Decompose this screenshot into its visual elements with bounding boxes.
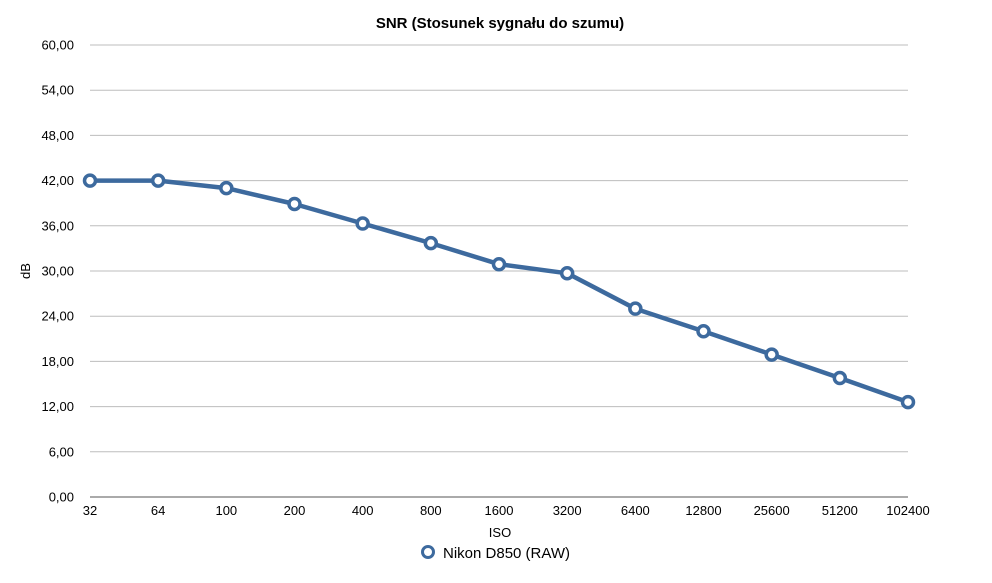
legend-label: Nikon D850 (RAW) [443,545,570,562]
y-tick-label: 42,00 [41,173,74,188]
x-tick-label: 1600 [485,503,514,518]
data-point [832,370,848,386]
x-tick-label: 3200 [553,503,582,518]
x-tick-labels: 32 64 100 200 400 800 1600 3200 6400 12800 25600 51… [83,503,930,518]
chart-title: SNR (Stosunek sygnału do szumu) [376,15,624,32]
data-point [696,324,711,339]
series-line [87,178,911,405]
data-point [355,216,370,231]
y-tick-label: 48,00 [41,128,74,143]
y-tick-label: 12,00 [41,399,74,414]
data-point [150,173,166,188]
data-point [423,235,439,251]
x-tick-label: 400 [352,503,374,518]
data-point [559,266,575,281]
x-tick-label: 800 [420,503,442,518]
data-point [219,180,234,196]
y-tick-label: 30,00 [41,264,74,279]
y-tick-label: 60,00 [41,38,74,53]
y-tick-label: 18,00 [41,354,74,369]
y-tick-label: 6,00 [49,444,74,459]
x-tick-label: 102400 [886,503,929,518]
data-point [900,394,916,410]
legend: Nikon D850 (RAW) [421,545,570,562]
data-point [628,301,643,316]
series-layer [82,173,916,410]
data-point [82,173,98,188]
data-point [287,196,302,212]
x-tick-label: 100 [215,503,237,518]
data-point [491,256,507,272]
legend-marker [421,545,435,559]
x-tick-label: 51200 [822,503,858,518]
y-tick-label: 24,00 [41,309,74,324]
x-tick-label: 6400 [621,503,650,518]
y-tick-label: 36,00 [41,218,74,233]
data-point [764,347,779,362]
y-tick-label: 54,00 [41,83,74,98]
x-tick-label: 32 [83,503,97,518]
x-tick-label: 12800 [685,503,721,518]
x-tick-label: 200 [284,503,306,518]
y-tick-label: 0,00 [49,490,74,505]
y-axis-label: dB [18,263,33,279]
x-tick-label: 64 [151,503,165,518]
x-axis-label: ISO [489,525,511,540]
x-tick-label: 25600 [754,503,790,518]
y-tick-labels: 0,00 6,00 12,00 18,00 24,00 30,00 36,00 42,00 48… [41,38,74,505]
